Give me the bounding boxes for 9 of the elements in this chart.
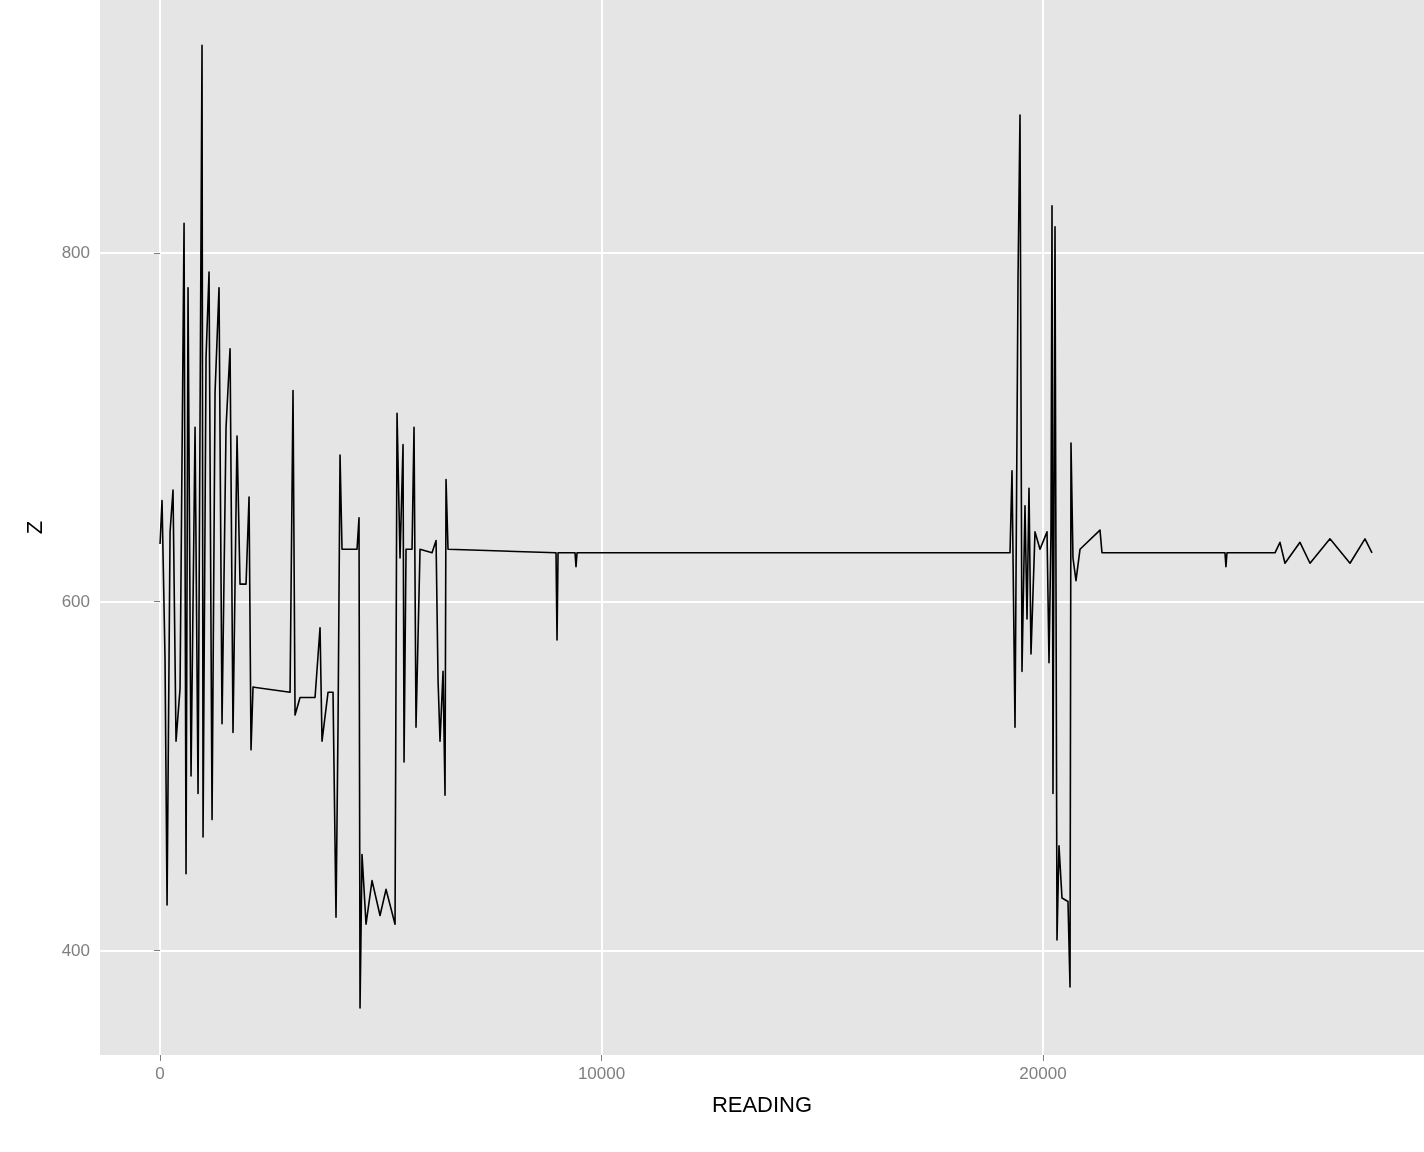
line-series — [159, 44, 1373, 1009]
y-axis-title: Z — [21, 520, 47, 535]
y-tick-label: 800 — [61, 243, 90, 263]
y-tick-label: 600 — [61, 592, 90, 612]
x-tick-label: 20000 — [1019, 1064, 1067, 1083]
x-tick-label: 0 — [155, 1064, 165, 1083]
x-axis-title: READING — [711, 1091, 813, 1117]
y-tick-label: 400 — [61, 940, 90, 960]
x-tick-label: 10000 — [577, 1064, 626, 1083]
